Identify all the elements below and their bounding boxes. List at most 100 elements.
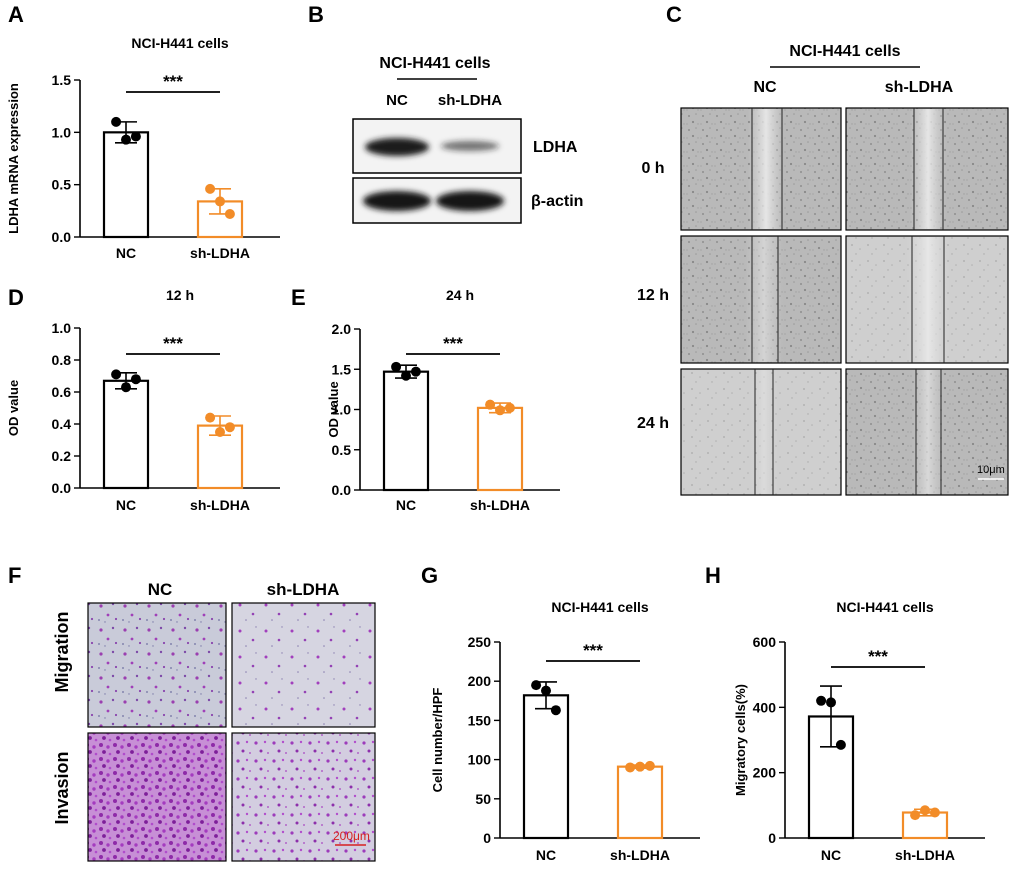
western-blot-panel: NCI-H441 cells NC sh-LDHA LDHA β-actin [352,55,583,224]
chart-a-y-tick-label: 0.5 [52,177,72,193]
transwell-image-sh-ldha-migration [231,602,376,728]
chart-h-bar-sh-ldha [901,811,949,840]
wound-image-nc-12h [680,235,842,364]
chart-g-bar-sh-ldha [616,765,664,840]
transwell-row-label-migration: Migration [52,612,72,693]
chart-h-significance-label: *** [868,647,888,666]
wound-image-nc-24h [680,368,842,496]
blot-band-actin-sh-ldha [436,191,504,211]
chart-e-x-tick-label: NC [396,497,416,513]
panel-label-g: G [421,563,438,588]
transwell-image-nc-migration [87,602,227,728]
chart-h-y-tick-label: 0 [768,830,776,846]
chart-e-y-tick-label: 1.0 [332,402,352,418]
transwell-col-label-nc: NC [148,580,173,599]
chart-d-y-tick-label: 0.0 [52,480,72,496]
chart-g-data-point [550,705,561,716]
panel-label-f: F [8,563,21,588]
chart-a-x-tick-label: sh-LDHA [190,245,250,261]
chart-a-y-tick-label: 0.0 [52,229,72,245]
chart-d-title: 12 h [166,287,194,303]
chart-e-significance-label: *** [443,334,463,353]
panel-label-c: C [666,2,682,27]
blot-lane-label-nc: NC [386,92,408,109]
chart-e-y-tick-label: 0.5 [332,442,352,458]
chart-a-bar-nc [102,131,150,239]
chart-g-y-tick-label: 200 [468,673,492,689]
blot-row-label-ldha: LDHA [533,139,578,156]
chart-e-data-point [504,402,515,413]
wound-scale-bar-label: 10μm [977,464,1005,476]
panel-label-b: B [308,2,324,27]
wound-healing-title: NCI-H441 cells [789,43,900,60]
chart-g-significance-label: *** [583,641,603,660]
chart-d-data-point [111,369,122,380]
wound-image-sh-ldha-12h [845,235,1009,364]
chart-h-data-point [826,697,836,708]
chart-g-data-point [635,761,645,772]
chart-h-data-point [835,739,846,750]
chart-g-y-tick-label: 250 [468,634,492,650]
chart-h-y-tick-label: 400 [753,699,777,715]
chart-g-y-label: Cell number/HPF [430,688,445,793]
panel-label-a: A [8,2,24,27]
chart-d-y-tick-label: 0.6 [52,384,72,400]
chart-g-bar-nc [522,694,570,840]
blot-lane-label-sh-ldha: sh-LDHA [438,92,502,109]
chart-e-od-24h: 24 h 0.0 0.5 1.0 1.5 2.0 OD value NC sh-LDHA *** [326,287,560,513]
chart-d-data-point [215,427,225,437]
chart-e-y-tick-label: 1.5 [332,361,352,377]
wound-image-sh-ldha-24h: 10μm [845,368,1009,496]
chart-g-title: NCI-H441 cells [551,599,648,615]
chart-d-y-tick-label: 0.4 [52,416,72,432]
chart-g-data-point [625,762,636,773]
wound-row-label-24h: 24 h [637,415,669,432]
panel-label-d: D [8,285,24,310]
chart-h-x-tick-label: sh-LDHA [895,847,955,863]
chart-h-data-point [920,805,930,816]
chart-g-data-point [541,685,551,696]
blot-band-ldha-sh-ldha [441,141,499,151]
wound-col-label-sh-ldha: sh-LDHA [885,79,954,96]
chart-a-data-point [111,116,122,127]
chart-a-y-label: LDHA mRNA expression [6,83,21,234]
chart-d-bar-nc [102,379,150,490]
transwell-row-label-invasion: Invasion [52,751,72,824]
chart-h-y-label: Migratory cells(%) [733,684,748,796]
wound-row-label-0h: 0 h [641,160,664,177]
chart-g-y-tick-label: 150 [468,712,492,728]
blot-band-actin-nc [363,191,431,211]
blot-band-ldha-nc [365,138,429,156]
chart-g-data-point [644,760,655,771]
chart-e-data-point [410,366,421,377]
transwell-scale-bar-label: 200μm [333,829,370,843]
chart-d-od-12h: 12 h 0.0 0.2 0.4 0.6 0.8 1.0 OD value NC sh-LDHA *… [6,287,280,513]
chart-h-x-tick-label: NC [821,847,841,863]
chart-g-cell-number: NCI-H441 cells 0 50 100 150 200 250 Cell number… [430,599,700,863]
chart-a-data-point [205,183,216,194]
chart-a-significance-label: *** [163,72,183,91]
chart-d-data-point [130,374,141,385]
chart-e-data-point [485,399,496,410]
chart-a-ldha-mrna: NCI-H441 cells 0.0 0.5 1.0 1.5 LDHA mRNA expr… [6,35,280,261]
chart-d-y-tick-label: 0.2 [52,448,72,464]
chart-e-title: 24 h [446,287,474,303]
chart-a-data-point [224,208,235,219]
chart-h-data-point [816,695,827,706]
chart-g-data-point [531,680,542,691]
chart-e-bar-nc [382,370,430,492]
chart-e-x-tick-label: sh-LDHA [470,497,530,513]
chart-a-title: NCI-H441 cells [131,35,228,51]
chart-d-y-label: OD value [6,380,21,436]
chart-g-y-tick-label: 0 [483,830,491,846]
wound-col-label-nc: NC [753,79,777,96]
wound-image-nc-0h [680,107,842,231]
chart-h-title: NCI-H441 cells [836,599,933,615]
wound-row-label-12h: 12 h [637,287,669,304]
chart-e-data-point [495,405,505,416]
chart-d-data-point [205,412,216,423]
chart-h-data-point [910,810,921,821]
chart-g-y-tick-label: 50 [475,791,491,807]
chart-h-migratory-cells: NCI-H441 cells 0 200 400 600 Migratory cells(… [733,599,985,863]
chart-a-data-point [215,196,225,207]
